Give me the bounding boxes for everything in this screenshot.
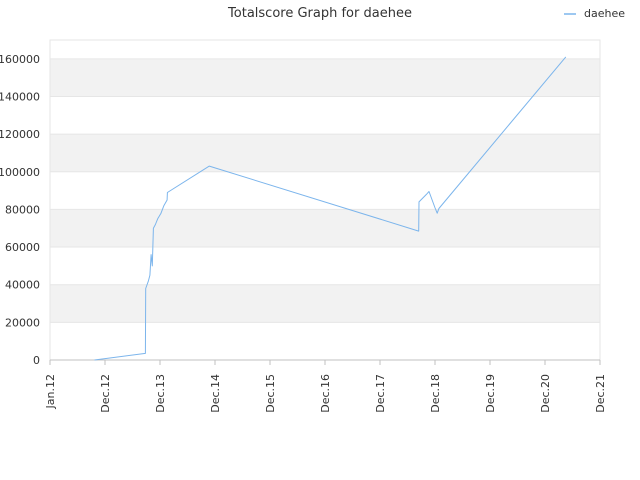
- chart-title: Totalscore Graph for daehee: [227, 6, 412, 21]
- plot-band: [50, 284, 600, 323]
- y-tick-label: 40000: [5, 279, 40, 292]
- legend[interactable]: daehee: [564, 7, 625, 20]
- plot-band: [50, 134, 600, 172]
- series-layer: [94, 56, 567, 361]
- grid-lines: [50, 58, 600, 361]
- y-tick-label: 60000: [5, 241, 40, 254]
- x-tick-label: Dec.16: [319, 374, 332, 413]
- x-tick-label: Dec.18: [429, 374, 442, 413]
- y-axis-ticks: 0 20000 40000 60000 80000 100000 120000 140000 1…: [0, 53, 40, 367]
- y-tick-label: 120000: [0, 128, 40, 141]
- legend-label[interactable]: daehee: [584, 7, 625, 20]
- plot-band: [50, 209, 600, 248]
- y-tick-label: 160000: [0, 53, 40, 66]
- y-tick-label: 80000: [5, 203, 40, 216]
- plot-bands: [50, 58, 600, 323]
- y-tick-label: 140000: [0, 90, 40, 103]
- plot-band: [50, 58, 600, 97]
- y-tick-label: 0: [33, 354, 40, 367]
- x-tick-label: Dec.21: [594, 374, 607, 413]
- y-tick-label: 20000: [5, 316, 40, 329]
- x-tick-label: Dec.20: [539, 374, 552, 413]
- x-tick-label: Dec.19: [484, 374, 497, 413]
- x-tick-label: Dec.13: [154, 374, 167, 413]
- x-tick-label: Jan.12: [44, 374, 57, 409]
- x-tick-label: Dec.15: [264, 374, 277, 413]
- x-tick-label: Dec.14: [209, 374, 222, 413]
- x-tick-label: Dec.12: [99, 374, 112, 413]
- x-axis-ticks: Jan.12 Dec.12 Dec.13 Dec.14 Dec.15 Dec.16 Dec.…: [44, 360, 607, 413]
- series-line-daehee: [94, 56, 567, 361]
- x-tick-label: Dec.17: [374, 374, 387, 413]
- y-tick-label: 100000: [0, 166, 40, 179]
